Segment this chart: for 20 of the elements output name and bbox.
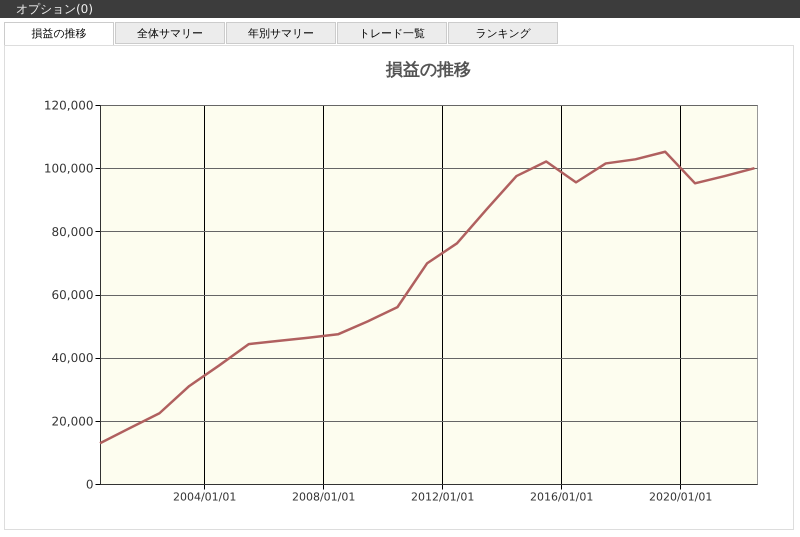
y-tick-label: 60,000 [52, 288, 94, 302]
x-tick-label: 2004/01/01 [172, 490, 236, 504]
x-tick-label: 2016/01/01 [530, 490, 594, 504]
text: 年別サマリー [226, 22, 336, 44]
y-tick-label: 120,000 [44, 98, 94, 112]
x-tick-label: 2008/01/01 [292, 490, 356, 504]
y-tick-label: 80,000 [52, 224, 94, 239]
text: トレード一覧 [337, 22, 447, 44]
chart-title: 損益の推移 [385, 60, 471, 80]
y-tick-label: 40,000 [52, 351, 94, 366]
y-tick-label: 0 [86, 478, 94, 492]
text: ランキング [448, 22, 558, 44]
y-tick-label: 20,000 [52, 414, 94, 428]
text: オプション(0) [0, 0, 800, 18]
y-tick-label: 100,000 [44, 162, 94, 176]
x-tick-label: 2020/01/01 [648, 490, 712, 504]
text: 損益の推移 [4, 22, 114, 46]
text: 全体サマリー [115, 22, 225, 44]
line-series [98, 150, 756, 445]
x-tick-label: 2012/01/01 [410, 490, 474, 504]
